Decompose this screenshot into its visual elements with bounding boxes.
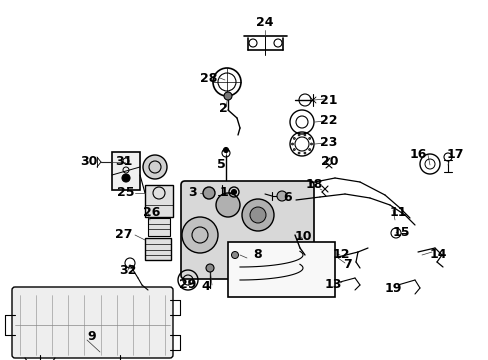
Circle shape — [205, 264, 214, 272]
Circle shape — [223, 148, 228, 153]
Text: 6: 6 — [283, 192, 291, 204]
Text: 13: 13 — [324, 279, 341, 292]
Circle shape — [298, 134, 300, 136]
Text: 16: 16 — [409, 148, 426, 162]
Text: 5: 5 — [217, 158, 225, 171]
Text: 22: 22 — [319, 114, 337, 127]
Text: 3: 3 — [188, 186, 197, 199]
Text: 7: 7 — [342, 258, 351, 271]
Text: 10: 10 — [294, 230, 312, 243]
Text: 31: 31 — [115, 156, 132, 168]
Text: 29: 29 — [179, 279, 196, 292]
Circle shape — [304, 134, 305, 136]
Circle shape — [276, 191, 286, 201]
Text: 24: 24 — [256, 15, 273, 28]
Text: 11: 11 — [389, 207, 407, 220]
Circle shape — [308, 149, 310, 150]
Circle shape — [293, 138, 295, 139]
Text: 25: 25 — [117, 186, 135, 199]
Text: 32: 32 — [119, 264, 137, 276]
Bar — [145, 238, 171, 260]
Text: 26: 26 — [142, 207, 160, 220]
Circle shape — [224, 92, 231, 100]
Text: 14: 14 — [429, 248, 447, 261]
Circle shape — [122, 174, 130, 182]
Text: 1: 1 — [219, 186, 227, 199]
Text: 23: 23 — [319, 136, 337, 149]
Text: 17: 17 — [446, 148, 464, 162]
Circle shape — [203, 187, 215, 199]
Circle shape — [231, 252, 238, 258]
Circle shape — [242, 199, 273, 231]
Text: 28: 28 — [199, 72, 217, 85]
Circle shape — [182, 217, 218, 253]
Text: 18: 18 — [305, 179, 323, 192]
Circle shape — [310, 143, 312, 145]
Circle shape — [298, 152, 300, 154]
Bar — [145, 185, 173, 217]
Circle shape — [308, 138, 310, 139]
FancyBboxPatch shape — [181, 181, 313, 279]
Text: 30: 30 — [81, 156, 98, 168]
FancyBboxPatch shape — [12, 287, 173, 358]
Text: 12: 12 — [332, 248, 350, 261]
Circle shape — [293, 149, 295, 150]
Bar — [112, 152, 140, 190]
Bar — [227, 242, 334, 297]
Text: 20: 20 — [320, 156, 338, 168]
Text: 21: 21 — [319, 94, 337, 107]
Text: 27: 27 — [115, 229, 133, 242]
Circle shape — [231, 189, 236, 194]
Text: 15: 15 — [392, 226, 409, 239]
Bar — [148, 218, 170, 236]
Circle shape — [249, 207, 265, 223]
Text: 19: 19 — [384, 282, 401, 294]
Text: 8: 8 — [253, 248, 262, 261]
Circle shape — [304, 152, 305, 154]
Circle shape — [142, 155, 167, 179]
Text: 2: 2 — [219, 103, 227, 116]
Text: 4: 4 — [201, 279, 209, 292]
Circle shape — [291, 143, 293, 145]
Text: 9: 9 — [87, 330, 96, 343]
Circle shape — [216, 193, 240, 217]
